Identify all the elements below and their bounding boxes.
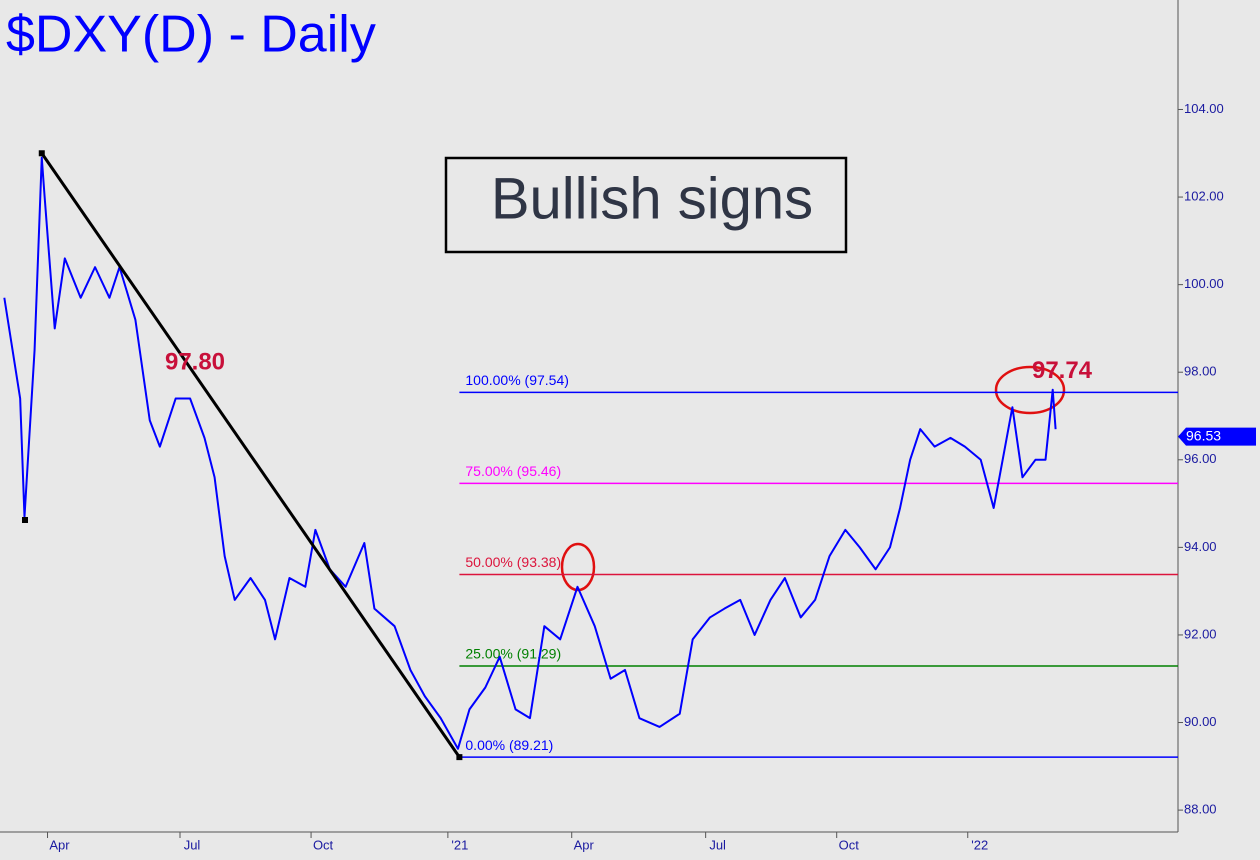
x-tick-label: Oct <box>313 837 334 852</box>
fib-label: 25.00% (91.29) <box>465 646 561 662</box>
y-tick-label: 90.00 <box>1184 714 1217 729</box>
y-tick-label: 104.00 <box>1184 101 1224 116</box>
price-line <box>3 156 1057 750</box>
trendline-end <box>38 150 45 157</box>
x-tick-label: Jul <box>184 837 201 852</box>
y-tick-label: 88.00 <box>1184 802 1217 817</box>
price-annotation: 97.74 <box>1032 357 1093 384</box>
chart-title: $DXY(D) - Daily <box>6 6 376 64</box>
y-tick-label: 96.00 <box>1184 451 1217 466</box>
trendline <box>40 152 461 758</box>
y-tick-label: 98.00 <box>1184 364 1217 379</box>
highlight-circle <box>994 365 1066 415</box>
callout-box <box>444 156 848 254</box>
x-tick-label: Oct <box>839 837 860 852</box>
x-tick-label: Apr <box>49 837 70 852</box>
fib-label: 50.00% (93.38) <box>465 554 561 570</box>
x-tick-label: Jul <box>709 837 726 852</box>
price-annotation: 97.80 <box>165 348 225 375</box>
fib-label: 0.00% (89.21) <box>465 737 553 753</box>
x-tick-label: Apr <box>574 837 595 852</box>
y-tick-label: 102.00 <box>1184 188 1224 203</box>
x-tick-label: '22 <box>971 837 988 852</box>
y-tick-label: 94.00 <box>1184 539 1217 554</box>
trendline-end <box>456 754 463 761</box>
pivot-marker <box>22 517 28 523</box>
x-tick-label: '21 <box>451 837 468 852</box>
y-tick-label: 100.00 <box>1184 276 1224 291</box>
fib-label: 100.00% (97.54) <box>465 372 569 388</box>
last-price-tag <box>1178 427 1256 446</box>
callout-text: Bullish signs <box>491 166 813 231</box>
last-price-label: 96.53 <box>1186 427 1221 443</box>
fib-label: 75.00% (95.46) <box>465 463 561 479</box>
y-tick-label: 92.00 <box>1184 626 1217 641</box>
